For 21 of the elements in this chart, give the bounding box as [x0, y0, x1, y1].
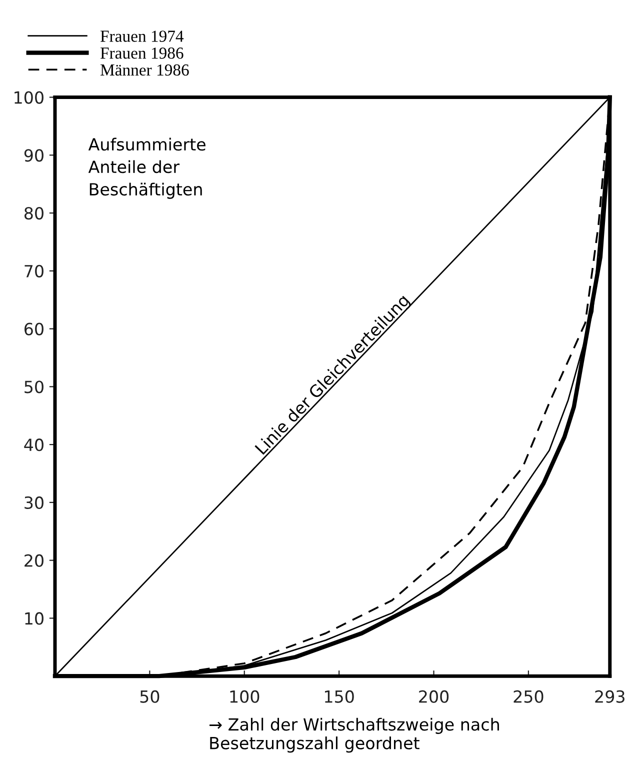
x-tick-label: 250 [514, 690, 544, 703]
legend-label: Frauen 1986 [100, 47, 184, 59]
y-axis-title: Aufsummierte Anteile der Beschäftigten [88, 138, 206, 199]
y-tick-label: 30 [24, 496, 44, 509]
legend-label: Männer 1986 [100, 64, 189, 76]
legend-label: Frauen 1974 [100, 30, 184, 42]
y-tick-label: 50 [24, 380, 44, 394]
x-tick-label: 100 [230, 690, 260, 703]
y-tick-label: 70 [24, 264, 44, 278]
y-tick-label: 100 [14, 91, 44, 104]
y-tick-label: 40 [24, 438, 44, 452]
y-tick-label: 20 [24, 554, 44, 567]
x-tick-label: 50 [140, 690, 160, 703]
y-tick-label: 10 [25, 612, 44, 625]
x-axis-title: → Zahl der Wirtschaftszweige nach Besetzungszahl geordnet [210, 718, 499, 753]
x-tick-label: 200 [419, 690, 449, 703]
y-tick-label: 90 [24, 149, 44, 162]
y-tick-label: 80 [24, 206, 44, 220]
x-tick-label: 150 [324, 690, 354, 703]
x-tick-label: 293 [595, 690, 624, 703]
y-tick-label: 60 [24, 322, 44, 336]
